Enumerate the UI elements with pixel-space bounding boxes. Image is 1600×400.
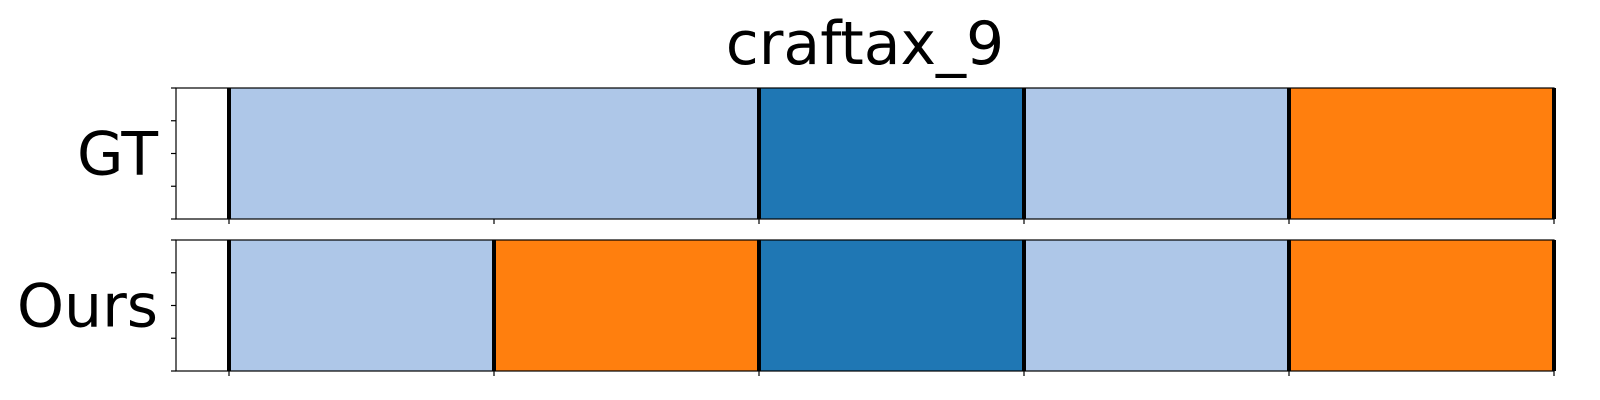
segment-gt-3 xyxy=(1289,88,1554,219)
segment-ours-4 xyxy=(1289,240,1554,371)
row-label-gt: GT xyxy=(77,120,158,190)
rows-layer: GT Ours xyxy=(17,87,1556,376)
row-ours: Ours xyxy=(17,239,1556,376)
segment-ours-3 xyxy=(1024,240,1289,371)
segment-gt-0 xyxy=(229,88,759,219)
segment-ours-0 xyxy=(229,240,494,371)
chart-title: craftax_9 xyxy=(726,9,1004,79)
row-label-ours: Ours xyxy=(17,272,158,342)
segment-gt-1 xyxy=(759,88,1024,219)
segment-ours-1 xyxy=(494,240,759,371)
segment-ours-2 xyxy=(759,240,1024,371)
segment-gt-2 xyxy=(1024,88,1289,219)
row-gt: GT xyxy=(77,87,1556,224)
